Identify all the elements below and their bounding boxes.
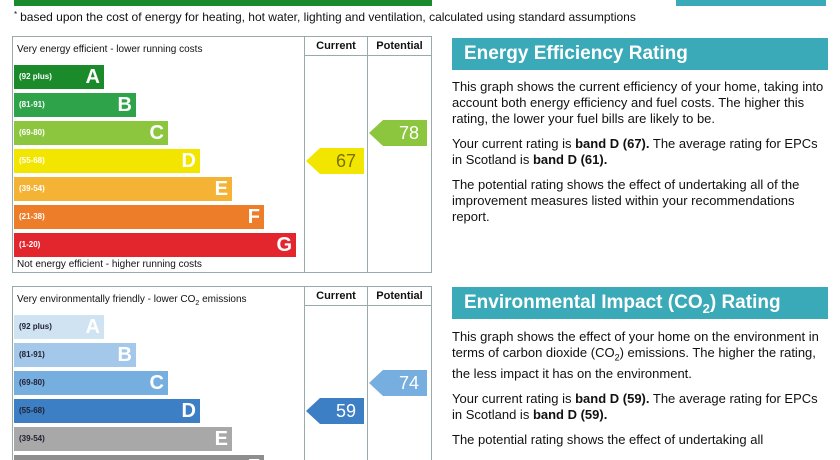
environment-potential-arrow: 74	[369, 370, 427, 396]
column-divider	[304, 37, 305, 272]
energy-info-p1: This graph shows the current efficiency …	[452, 79, 824, 126]
band-letter: F	[248, 455, 260, 460]
energy-band-c: (69-80) C	[14, 121, 168, 145]
energy-top-label: Very energy efficient - lower running co…	[17, 44, 203, 55]
energy-rating-chart: Current Potential Very energy efficient …	[12, 36, 432, 273]
band-range: (39-54)	[19, 434, 45, 443]
band-range: (55-68)	[19, 406, 45, 415]
environment-band-e: (39-54) E	[14, 427, 232, 451]
energy-band-g: (1-20) G	[14, 233, 296, 257]
potential-column-header: Potential	[376, 290, 423, 302]
header-divider	[304, 305, 431, 306]
energy-current-value: 67	[335, 151, 356, 171]
energy-info-p2: Your current rating is band D (67). The …	[452, 136, 818, 167]
environment-band-a: (92 plus) A	[14, 315, 104, 339]
band-letter: E	[214, 178, 228, 200]
footnote-mark: *	[14, 10, 18, 19]
current-column-header: Current	[316, 40, 356, 52]
energy-current-arrow: 67	[306, 148, 364, 174]
energy-band-f: (21-38) F	[14, 205, 264, 229]
top-green-bar	[14, 0, 432, 6]
column-divider	[367, 37, 368, 272]
column-divider	[367, 287, 368, 460]
band-range: (81-91)	[19, 350, 45, 359]
environment-info-p2: Your current rating is band D (59). The …	[452, 390, 818, 422]
energy-info-title: Energy Efficiency Rating	[452, 38, 828, 70]
energy-potential-arrow: 78	[369, 120, 427, 146]
environment-info-text: This graph shows the effect of your home…	[452, 329, 828, 457]
band-range: (81-91)	[19, 100, 45, 109]
environment-current-value: 59	[335, 401, 356, 421]
band-range: (1-20)	[19, 240, 41, 249]
band-range: (69-80)	[19, 378, 45, 387]
energy-potential-value: 78	[398, 123, 419, 143]
environment-current-arrow: 59	[306, 398, 364, 424]
band-letter: G	[276, 234, 292, 256]
column-divider	[304, 287, 305, 460]
environment-band-d: (55-68) D	[14, 399, 200, 423]
band-letter: F	[247, 206, 260, 228]
band-range: (92 plus)	[19, 72, 52, 81]
environment-potential-value: 74	[398, 373, 419, 393]
footnote-text: based upon the cost of energy for heatin…	[20, 10, 636, 24]
footnote: * based upon the cost of energy for heati…	[14, 10, 636, 24]
band-range: (21-38)	[19, 212, 45, 221]
header-divider	[304, 55, 431, 56]
band-range: (55-68)	[19, 156, 45, 165]
environment-band-f: (21-38)F	[14, 455, 264, 460]
band-letter: C	[149, 372, 164, 394]
band-letter: D	[181, 150, 196, 172]
band-letter: E	[214, 428, 228, 450]
environment-info-p3: The potential rating shows the effect of…	[452, 431, 764, 447]
band-letter: A	[85, 316, 100, 338]
energy-info-text: This graph shows the current efficiency …	[452, 79, 828, 234]
band-letter: B	[117, 344, 132, 366]
potential-column-header: Potential	[376, 40, 423, 52]
band-range: (69-80)	[19, 128, 45, 137]
band-letter: B	[117, 94, 132, 116]
environment-info-p1: This graph shows the effect of your home…	[452, 329, 819, 381]
energy-band-a: (92 plus) A	[14, 65, 104, 89]
band-letter: A	[85, 66, 100, 88]
environment-info-title: Environmental Impact (CO2) Rating	[452, 287, 828, 319]
energy-band-b: (81-91) B	[14, 93, 136, 117]
current-column-header: Current	[316, 290, 356, 302]
environment-band-b: (81-91) B	[14, 343, 136, 367]
energy-bottom-label: Not energy efficient - higher running co…	[17, 259, 202, 270]
environment-band-c: (69-80) C	[14, 371, 168, 395]
energy-band-d: (55-68) D	[14, 149, 200, 173]
band-letter: C	[149, 122, 164, 144]
energy-info-p3: The potential rating shows the effect of…	[452, 177, 800, 224]
band-range: (92 plus)	[19, 322, 52, 331]
environment-top-label: Very environmentally friendly - lower CO…	[17, 294, 247, 307]
environmental-rating-chart: Current Potential Very environmentally f…	[12, 286, 432, 460]
top-teal-bar	[676, 0, 826, 6]
band-letter: D	[181, 400, 196, 422]
band-range: (39-54)	[19, 184, 45, 193]
energy-band-e: (39-54) E	[14, 177, 232, 201]
